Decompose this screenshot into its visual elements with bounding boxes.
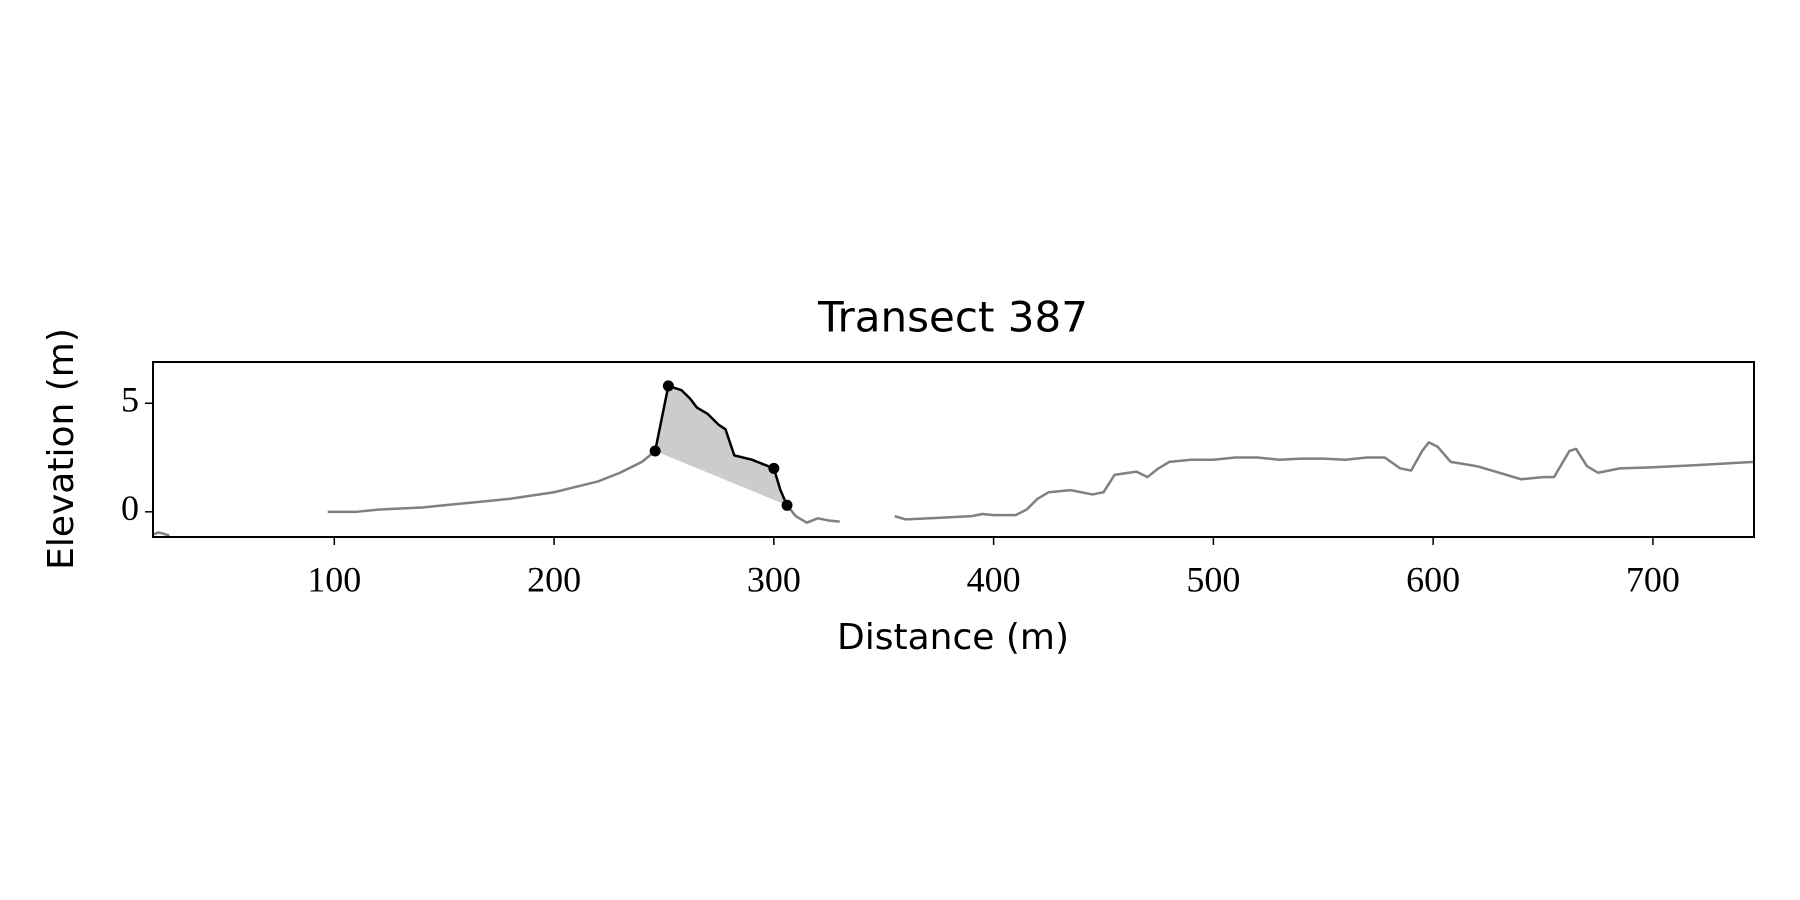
chart-title: Transect 387 xyxy=(817,293,1088,342)
y-tick-label: 0 xyxy=(121,488,139,528)
point xyxy=(649,445,661,457)
x-tick-label: 400 xyxy=(967,559,1021,599)
y-axis-label: Elevation (m) xyxy=(41,328,82,570)
x-tick-label: 500 xyxy=(1186,559,1240,599)
x-tick-label: 200 xyxy=(527,559,581,599)
line xyxy=(153,441,1754,537)
x-tick-label: 600 xyxy=(1406,559,1460,599)
x-tick-label: 700 xyxy=(1626,559,1680,599)
x-tick-label: 100 xyxy=(307,559,361,599)
plot-frame xyxy=(152,361,1755,538)
x-tick-label: 300 xyxy=(747,559,801,599)
y-tick-label: 5 xyxy=(121,380,139,420)
point xyxy=(781,499,793,511)
point xyxy=(662,380,674,392)
x-axis-label: Distance (m) xyxy=(837,617,1069,658)
point xyxy=(768,462,780,474)
area xyxy=(655,385,788,506)
